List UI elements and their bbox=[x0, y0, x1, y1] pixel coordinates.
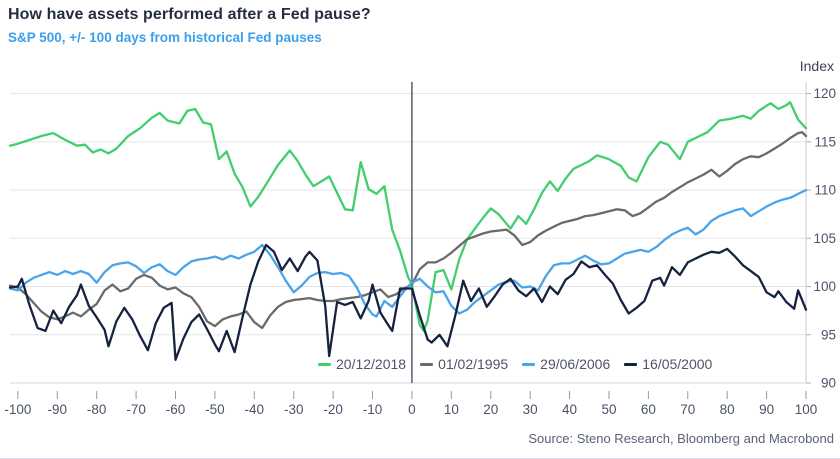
x-tick-label: -10 bbox=[363, 402, 383, 417]
legend-swatch-green-icon bbox=[318, 362, 331, 366]
x-tick-label: -100 bbox=[4, 402, 31, 417]
legend-item-2006: 29/06/2006 bbox=[522, 356, 610, 372]
x-tick-label: -90 bbox=[48, 402, 68, 417]
legend-swatch-blue-icon bbox=[522, 362, 536, 366]
x-tick-label: -50 bbox=[205, 402, 225, 417]
y-axis-unit-label: Index bbox=[799, 58, 834, 74]
series-line-16-05-2000 bbox=[8, 243, 808, 361]
y-tick-label: 105 bbox=[813, 231, 836, 246]
x-tick-label: -80 bbox=[87, 402, 107, 417]
legend-swatch-gray-icon bbox=[420, 362, 434, 366]
x-tick-label: -40 bbox=[245, 402, 265, 417]
y-tick-label: 115 bbox=[814, 134, 836, 149]
x-tick-label: 60 bbox=[641, 402, 656, 417]
x-tick-label: 80 bbox=[720, 402, 735, 417]
x-tick-label: 0 bbox=[408, 402, 416, 417]
legend-item-2000: 16/05/2000 bbox=[624, 356, 712, 372]
legend-label: 01/02/1995 bbox=[438, 356, 509, 372]
x-tick-label: 100 bbox=[795, 402, 818, 417]
x-tick-label: 90 bbox=[759, 402, 774, 417]
x-tick-label: 40 bbox=[562, 402, 577, 417]
y-tick-label: 90 bbox=[821, 376, 836, 391]
legend-label: 29/06/2006 bbox=[540, 356, 611, 372]
x-tick-label: 30 bbox=[523, 402, 538, 417]
series-line-29-06-2006 bbox=[8, 188, 808, 318]
y-tick-label: 100 bbox=[813, 279, 836, 294]
series-line-20-12-2018 bbox=[8, 101, 808, 333]
x-tick-label: -60 bbox=[166, 402, 186, 417]
series-line-01-02-1995 bbox=[8, 131, 808, 330]
x-tick-label: 10 bbox=[444, 402, 459, 417]
x-tick-label: -30 bbox=[284, 402, 304, 417]
x-tick-label: 70 bbox=[680, 402, 695, 417]
legend-swatch-navy-icon bbox=[624, 362, 638, 366]
chart-title: How have assets performed after a Fed pa… bbox=[8, 6, 371, 23]
legend-label: 16/05/2000 bbox=[642, 356, 713, 372]
x-tick-label: -20 bbox=[323, 402, 343, 417]
y-tick-label: 95 bbox=[821, 327, 836, 342]
x-tick-label: 20 bbox=[483, 402, 498, 417]
x-tick-label: 50 bbox=[601, 402, 616, 417]
chart-subtitle: S&P 500, +/- 100 days from historical Fe… bbox=[8, 30, 322, 45]
y-tick-label: 120 bbox=[813, 86, 836, 101]
source-credit: Source: Steno Research, Bloomberg and Ma… bbox=[528, 431, 834, 446]
chart-legend: 20/12/2018 01/02/1995 29/06/2006 16/05/2… bbox=[318, 356, 712, 372]
legend-item-2018: 20/12/2018 bbox=[318, 356, 406, 372]
legend-item-1995: 01/02/1995 bbox=[420, 356, 508, 372]
legend-label: 20/12/2018 bbox=[336, 356, 407, 372]
x-tick-label: -70 bbox=[126, 402, 146, 417]
y-tick-label: 110 bbox=[814, 183, 836, 198]
